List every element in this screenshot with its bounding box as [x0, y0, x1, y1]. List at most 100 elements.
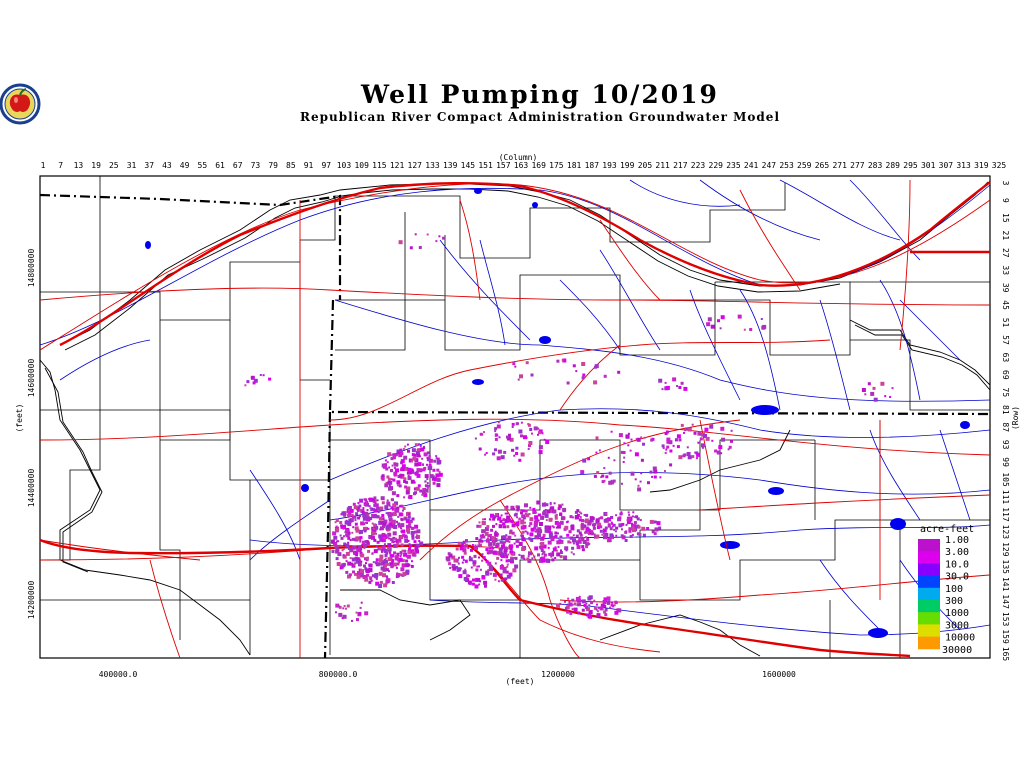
pumping-cell [546, 509, 551, 514]
x-tick-label: 400000.0 [99, 670, 138, 679]
pumping-cell [632, 515, 634, 518]
pumping-cell [374, 573, 379, 577]
pumping-cell [385, 575, 388, 578]
pumping-cell [555, 549, 558, 552]
pumping-cell [541, 432, 544, 435]
pumping-cell [535, 528, 540, 533]
pumping-cell [476, 565, 479, 568]
pumping-cell [423, 452, 428, 457]
column-tick-label: 199 [620, 161, 635, 170]
pumping-cell [595, 518, 600, 523]
pumping-cell [684, 429, 687, 432]
pumping-cell [397, 522, 401, 526]
pumping-cell [529, 428, 533, 431]
pumping-cell [512, 508, 515, 510]
pumping-cell [350, 562, 354, 566]
pumping-cell [651, 530, 655, 534]
pumping-cell [384, 459, 387, 462]
pumping-cell [418, 443, 420, 446]
column-tick-label: 13 [74, 161, 84, 170]
pumping-cell [388, 570, 390, 573]
pumping-cell [393, 551, 397, 555]
pumping-cell [556, 552, 561, 557]
pumping-cell [330, 539, 335, 544]
pumping-cell [368, 497, 373, 502]
pumping-cell [605, 600, 608, 603]
pumping-cell [566, 381, 570, 385]
pumping-cell [368, 563, 373, 568]
pumping-cell [358, 504, 362, 508]
pumping-cell [533, 426, 538, 431]
pumping-cell [509, 529, 513, 533]
column-tick-label: 169 [531, 161, 546, 170]
pumping-cell [388, 551, 391, 554]
pumping-cell [396, 506, 400, 510]
legend-label: 30000 [942, 645, 972, 656]
pumping-cell [473, 562, 476, 565]
legend-label: 100 [945, 584, 963, 595]
pumping-cell [506, 574, 511, 579]
pumping-cell [395, 541, 398, 544]
pumping-cell [528, 513, 531, 515]
pumping-cell [538, 445, 543, 450]
pumping-cell [494, 513, 498, 517]
pumping-cell [419, 541, 424, 546]
pumping-cell [370, 508, 374, 512]
pumping-cell [621, 522, 625, 526]
pumping-cell [517, 378, 520, 381]
pumping-cell [383, 583, 388, 588]
pumping-cell [259, 374, 262, 376]
pumping-cell [633, 521, 637, 525]
pumping-cell [481, 529, 486, 534]
pumping-cell [596, 526, 600, 529]
pumping-cell [478, 521, 481, 524]
pumping-cell [512, 362, 516, 366]
pumping-cell [728, 445, 732, 449]
pumping-cell [515, 446, 519, 450]
pumping-cell [335, 519, 339, 522]
pumping-cell [601, 474, 605, 478]
pumping-cell [675, 438, 678, 441]
pumping-cell [359, 515, 362, 518]
pumping-cell [381, 551, 383, 553]
pumping-cell [351, 537, 355, 541]
pumping-cell [697, 441, 700, 444]
pumping-cell [581, 362, 586, 366]
pumping-cell [400, 474, 405, 479]
pumping-cell [665, 385, 670, 390]
pumping-cell [716, 450, 721, 455]
pumping-cell [402, 473, 405, 476]
pumping-cell [422, 490, 426, 495]
pumping-cell [431, 476, 436, 481]
pumping-cell [496, 434, 499, 437]
pumping-cell [335, 603, 340, 608]
pumping-cell [463, 551, 467, 555]
pumping-cell [375, 532, 377, 535]
pumping-cell [599, 606, 604, 611]
pumping-cell [509, 532, 512, 534]
pumping-cell [604, 518, 609, 523]
pumping-cell [503, 450, 507, 454]
pumping-cell [710, 324, 715, 329]
pumping-cell [521, 547, 526, 551]
pumping-cell [411, 460, 413, 463]
pumping-cell [480, 539, 484, 543]
column-tick-label: 205 [638, 161, 653, 170]
pumping-cell [870, 391, 875, 396]
pumping-cell [485, 548, 489, 551]
pumping-cell [484, 453, 487, 456]
pumping-cell [462, 548, 467, 553]
pumping-cell [522, 516, 526, 520]
pumping-cell [451, 564, 456, 568]
pumping-cell [614, 530, 617, 533]
pumping-cell [429, 474, 434, 479]
legend-label: 30.0 [945, 572, 969, 583]
pumping-cell [575, 370, 578, 373]
pumping-cell [867, 382, 871, 386]
pumping-cell [366, 556, 369, 560]
pumping-cell [410, 479, 415, 484]
pumping-cell [591, 516, 595, 520]
column-tick-label: 121 [390, 161, 405, 170]
pumping-cell [391, 498, 394, 502]
pumping-cell [601, 533, 604, 536]
